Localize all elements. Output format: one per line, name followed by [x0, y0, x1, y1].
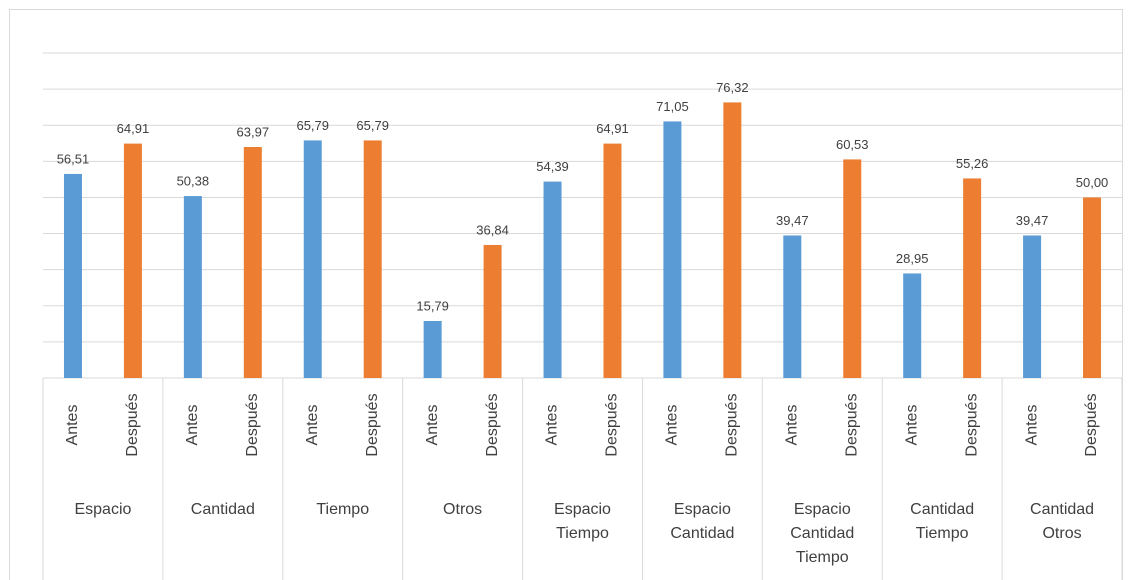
x-tick-label: Después [124, 393, 141, 456]
x-tick-label: Antes [903, 405, 920, 446]
category-label: Otros [1042, 525, 1081, 542]
category-label: Cantidad [790, 525, 854, 542]
category-label: Cantidad [670, 525, 734, 542]
x-tick-label: Después [244, 393, 261, 456]
value-label: 15,79 [416, 298, 449, 313]
value-label: 28,95 [896, 251, 929, 266]
x-tick-label: Antes [304, 405, 321, 446]
value-label: 36,84 [476, 222, 509, 237]
category-label: Cantidad [191, 501, 255, 518]
value-label: 65,79 [296, 118, 329, 133]
x-tick-label: Antes [64, 405, 81, 446]
value-label: 50,38 [177, 174, 210, 189]
value-label: 60,53 [836, 137, 869, 152]
x-tick-label: Después [1083, 393, 1100, 456]
bar [603, 143, 622, 378]
bar [1023, 235, 1042, 378]
bar [123, 143, 142, 378]
value-label: 76,32 [716, 80, 749, 95]
value-label: 65,79 [356, 118, 389, 133]
bar [963, 178, 982, 378]
category-label: Tiempo [316, 501, 369, 518]
category-label: Espacio [74, 501, 131, 518]
x-tick-label: Después [724, 393, 741, 456]
value-label: 55,26 [956, 156, 989, 171]
x-tick-label: Después [604, 393, 621, 456]
bar [243, 146, 262, 378]
bar [663, 121, 682, 379]
bar [783, 235, 802, 378]
bar [1083, 197, 1102, 378]
value-label: 54,39 [536, 159, 569, 174]
x-tick-label: Antes [664, 405, 681, 446]
category-label: Espacio [794, 501, 851, 518]
bar [303, 140, 322, 378]
category-label: Tiempo [556, 525, 609, 542]
x-tick-label: Antes [184, 405, 201, 446]
category-label: Espacio [674, 501, 731, 518]
x-tick-label: Después [484, 393, 501, 456]
bar [543, 181, 562, 378]
bar [423, 320, 442, 378]
category-label: Otros [443, 501, 482, 518]
value-label: 63,97 [237, 124, 270, 139]
x-tick-label: Antes [544, 405, 561, 446]
category-label: Cantidad [1030, 501, 1094, 518]
bar [903, 273, 922, 378]
value-label: 50,00 [1076, 175, 1109, 190]
bar [183, 196, 202, 378]
category-label: Tiempo [916, 525, 969, 542]
x-tick-label: Después [364, 393, 381, 456]
category-label: Tiempo [796, 549, 849, 566]
chart-frame [9, 9, 1123, 580]
value-label: 71,05 [656, 99, 689, 114]
bar [843, 159, 862, 378]
value-label: 64,91 [596, 121, 629, 136]
value-label: 56,51 [57, 151, 90, 166]
bar [363, 140, 382, 378]
x-tick-label: Después [963, 393, 980, 456]
bar [723, 102, 742, 379]
bar [483, 244, 502, 378]
value-label: 39,47 [776, 213, 809, 228]
x-tick-label: Después [843, 393, 860, 456]
value-label: 64,91 [117, 121, 150, 136]
category-label: Cantidad [910, 501, 974, 518]
x-tick-label: Antes [784, 405, 801, 446]
category-label: Espacio [554, 501, 611, 518]
x-tick-label: Antes [1023, 405, 1040, 446]
value-label: 39,47 [1016, 213, 1049, 228]
bar [63, 173, 82, 378]
x-tick-label: Antes [424, 405, 441, 446]
